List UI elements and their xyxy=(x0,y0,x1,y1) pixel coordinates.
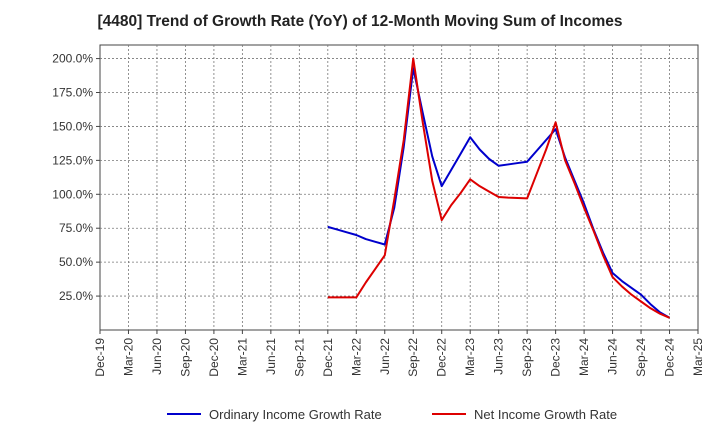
series-line-net-income xyxy=(327,57,670,319)
x-tick-label: Dec-23 xyxy=(549,338,563,377)
plot-area xyxy=(99,44,699,331)
x-tick-label: Dec-22 xyxy=(435,338,449,377)
legend-label: Ordinary Income Growth Rate xyxy=(209,407,382,422)
x-tick-label: Mar-22 xyxy=(349,338,363,376)
x-tick-label: Sep-21 xyxy=(292,338,306,377)
series-line-ordinary-income xyxy=(327,67,671,319)
x-tick-label: Jun-22 xyxy=(378,338,392,375)
y-tick-label: 25.0% xyxy=(59,289,93,303)
y-tick-label: 100.0% xyxy=(52,187,93,201)
x-tick-label: Mar-23 xyxy=(463,338,477,376)
y-tick-label: 200.0% xyxy=(52,52,93,66)
x-tick-label: Mar-20 xyxy=(121,338,135,376)
x-tick-label: Jun-24 xyxy=(606,338,620,375)
x-tick-label: Sep-24 xyxy=(634,338,648,377)
y-tick-label: 125.0% xyxy=(52,153,93,167)
y-tick-label: 75.0% xyxy=(59,221,93,235)
x-tick-label: Mar-21 xyxy=(235,338,249,376)
x-tick-label: Jun-23 xyxy=(492,338,506,375)
chart-title: [4480] Trend of Growth Rate (YoY) of 12-… xyxy=(97,13,623,30)
x-tick-label: Dec-21 xyxy=(321,338,335,377)
x-tick-label: Sep-20 xyxy=(178,338,192,377)
x-tick-label: Dec-20 xyxy=(207,338,221,377)
x-tick-label: Jun-20 xyxy=(150,338,164,375)
legend-label: Net Income Growth Rate xyxy=(474,407,617,422)
y-tick-label: 175.0% xyxy=(52,86,93,100)
y-tick-label: 50.0% xyxy=(59,255,93,269)
x-tick-label: Dec-24 xyxy=(663,338,677,377)
x-tick-label: Sep-23 xyxy=(520,338,534,377)
x-tick-label: Sep-22 xyxy=(406,338,420,377)
x-tick-label: Jun-21 xyxy=(264,338,278,375)
x-tick-label: Mar-24 xyxy=(577,338,591,376)
x-tick-label: Dec-19 xyxy=(93,338,107,377)
y-tick-label: 150.0% xyxy=(52,119,93,133)
x-tick-label: Mar-25 xyxy=(691,338,705,376)
